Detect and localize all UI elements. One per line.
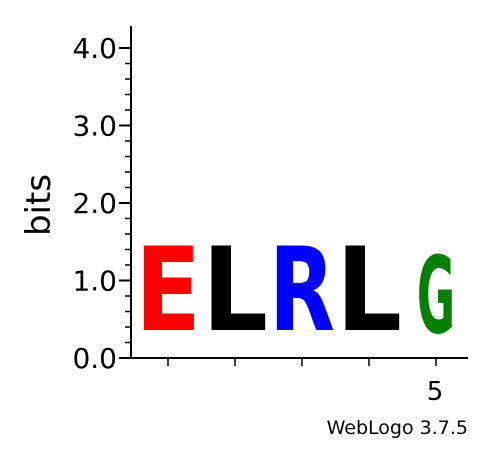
logo-letter-l: L [336,224,402,358]
x-tick-label: 5 [427,377,444,407]
logo-letter-l: L [202,224,268,358]
weblogo-credit: WebLogo 3.7.5 [327,417,468,439]
logo-letter-r: R [269,224,335,358]
axes: 0.0 1.0 2.0 3.0 4.0 5 [72,26,468,407]
y-tick-label: 4.0 [72,32,117,65]
y-tick-label: 1.0 [72,265,117,298]
y-tick-label: 2.0 [72,187,117,220]
logo-letter-e: E [135,223,201,358]
logo-letter-g: G [417,235,455,358]
y-tick-label: 3.0 [72,110,117,143]
y-tick-label: 0.0 [72,342,117,375]
y-axis-label: bits [19,174,59,236]
